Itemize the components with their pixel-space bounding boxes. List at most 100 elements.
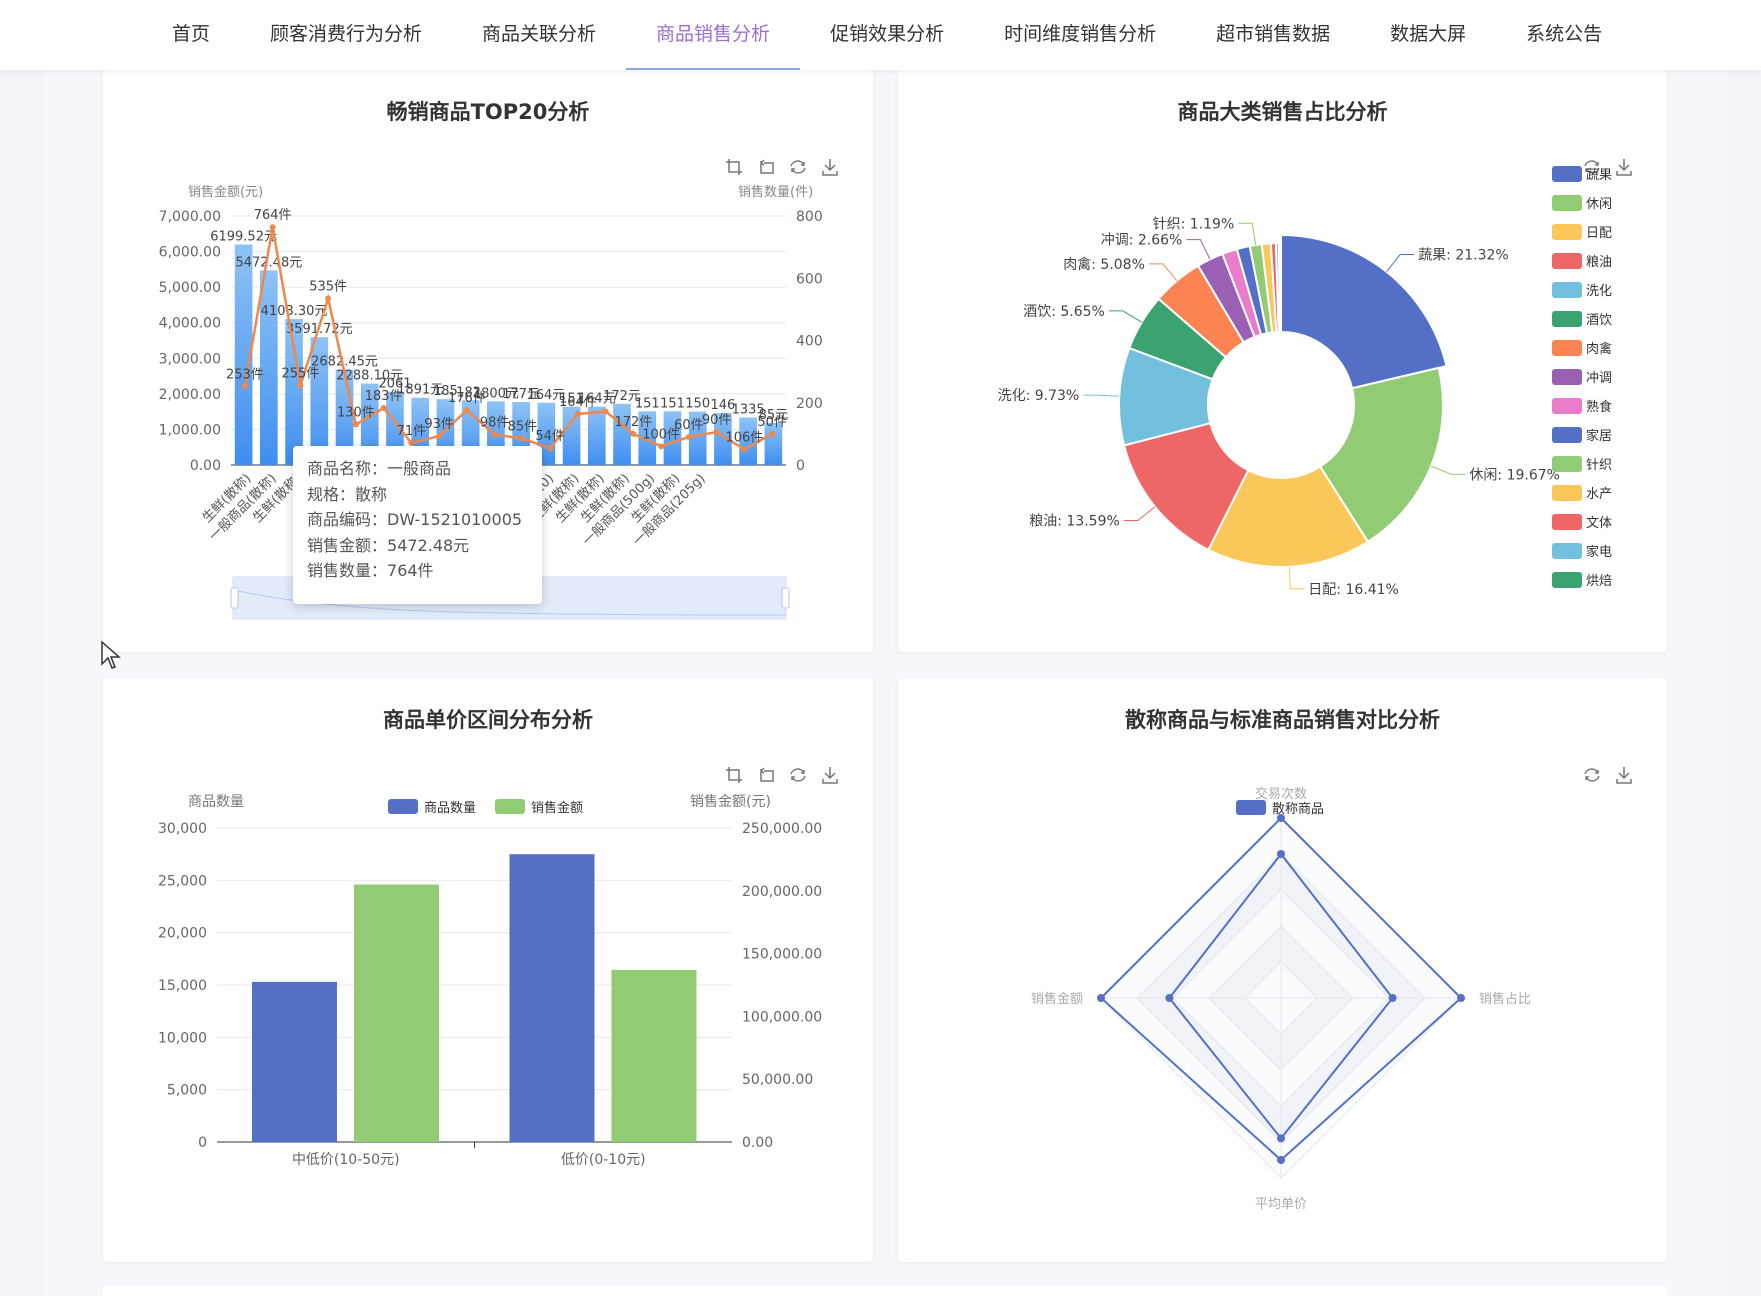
- qty-point[interactable]: [574, 410, 581, 417]
- radar-point[interactable]: [1277, 1156, 1285, 1164]
- y-right-tick: 400: [796, 334, 823, 350]
- qty-point[interactable]: [602, 408, 609, 415]
- radar-point[interactable]: [1165, 994, 1174, 1002]
- bar-count[interactable]: [252, 981, 337, 1142]
- qty-point[interactable]: [269, 224, 276, 231]
- bar-amount[interactable]: [611, 969, 697, 1142]
- restore-icon[interactable]: [787, 156, 809, 178]
- bar[interactable]: [714, 413, 732, 465]
- restore-icon[interactable]: [787, 764, 809, 786]
- nav-item-time-dimension[interactable]: 时间维度销售分析: [1004, 23, 1157, 45]
- bar[interactable]: [310, 337, 329, 465]
- bar[interactable]: [234, 244, 253, 465]
- nav-item-home[interactable]: 首页: [172, 23, 211, 45]
- nav-item-promotion[interactable]: 促销效果分析: [830, 23, 945, 45]
- download-icon[interactable]: [819, 764, 841, 786]
- qty-point[interactable]: [741, 446, 748, 453]
- bar-amount[interactable]: [354, 884, 439, 1142]
- bar[interactable]: [663, 411, 682, 465]
- qty-point[interactable]: [491, 431, 498, 438]
- y-right-tick: 600: [796, 271, 823, 287]
- qty-point[interactable]: [769, 430, 776, 437]
- radar-point[interactable]: [1277, 814, 1285, 822]
- legend-swatch[interactable]: [1552, 485, 1582, 501]
- bar[interactable]: [739, 417, 757, 465]
- legend-swatch[interactable]: [1552, 543, 1582, 559]
- download-icon[interactable]: [1613, 156, 1635, 178]
- nav-item-product-sales[interactable]: 商品销售分析: [626, 0, 801, 70]
- nav-item-announcement[interactable]: 系统公告: [1526, 23, 1603, 45]
- bar[interactable]: [285, 319, 303, 465]
- bar[interactable]: [562, 406, 581, 465]
- bar[interactable]: [613, 403, 631, 465]
- qty-point[interactable]: [630, 430, 637, 437]
- legend-swatch[interactable]: [1552, 369, 1582, 385]
- radar-point[interactable]: [1457, 994, 1465, 1002]
- qty-point[interactable]: [713, 429, 720, 436]
- restore-icon[interactable]: [1581, 764, 1603, 786]
- pie-slice[interactable]: [1122, 421, 1250, 552]
- pie-slice[interactable]: [1277, 241, 1282, 334]
- legend-swatch[interactable]: [1552, 224, 1582, 240]
- legend-swatch[interactable]: [1552, 340, 1582, 356]
- qty-point[interactable]: [436, 433, 443, 440]
- bar[interactable]: [260, 270, 278, 465]
- qty-point[interactable]: [408, 439, 415, 446]
- legend-swatch-count[interactable]: [388, 799, 418, 814]
- bar[interactable]: [688, 411, 707, 465]
- radar-point[interactable]: [1277, 1134, 1285, 1143]
- qty-point[interactable]: [658, 443, 665, 450]
- legend-swatch-bulk[interactable]: [1236, 800, 1266, 815]
- legend-swatch[interactable]: [1552, 427, 1582, 443]
- zoom-select-icon[interactable]: [723, 156, 745, 178]
- datazoom-right-handle[interactable]: [781, 587, 790, 609]
- bar[interactable]: [360, 383, 379, 465]
- qty-point[interactable]: [685, 433, 692, 440]
- nav-item-customer-behavior[interactable]: 顾客消费行为分析: [270, 23, 423, 45]
- legend-swatch[interactable]: [1552, 572, 1582, 588]
- pie-slice[interactable]: [1318, 366, 1444, 544]
- legend-swatch[interactable]: [1552, 195, 1582, 211]
- legend-swatch-amount[interactable]: [495, 799, 525, 814]
- bar[interactable]: [587, 406, 606, 465]
- legend-swatch[interactable]: [1552, 456, 1582, 472]
- nav-item-data-screen[interactable]: 数据大屏: [1390, 23, 1467, 45]
- legend-label: 洗化: [1586, 284, 1612, 299]
- radar-point[interactable]: [1388, 994, 1397, 1002]
- qty-point[interactable]: [463, 407, 470, 414]
- bar-count[interactable]: [509, 854, 595, 1142]
- legend-swatch[interactable]: [1552, 253, 1582, 269]
- bar[interactable]: [638, 411, 657, 465]
- qty-point[interactable]: [325, 295, 332, 302]
- bar-value-label: 6199.52元: [210, 229, 277, 244]
- radar-point[interactable]: [1097, 994, 1105, 1002]
- legend-swatch[interactable]: [1552, 398, 1582, 414]
- top20-chart-card: 畅销商品TOP20分析 销售金额(元) 销售数量(件) 7,000.00 6,00…: [103, 70, 873, 652]
- qty-value-label: 130件: [337, 406, 375, 421]
- bar[interactable]: [764, 422, 783, 465]
- legend-swatch[interactable]: [1552, 166, 1582, 182]
- download-icon[interactable]: [819, 156, 841, 178]
- zoom-reset-icon[interactable]: [755, 156, 777, 178]
- datazoom-left-handle[interactable]: [230, 587, 239, 609]
- qty-point[interactable]: [297, 382, 304, 389]
- legend-swatch[interactable]: [1552, 282, 1582, 298]
- pie-slice[interactable]: [1207, 465, 1370, 568]
- zoom-reset-icon[interactable]: [755, 764, 777, 786]
- qty-point[interactable]: [380, 405, 387, 412]
- qty-point[interactable]: [519, 435, 526, 442]
- bar-value-label: 172元: [603, 389, 641, 404]
- qty-point[interactable]: [352, 421, 359, 428]
- legend-swatch[interactable]: [1552, 514, 1582, 530]
- qty-point[interactable]: [241, 383, 248, 390]
- radar-point[interactable]: [1277, 850, 1285, 858]
- nav-item-sales-data[interactable]: 超市销售数据: [1216, 23, 1331, 45]
- restore-icon[interactable]: [1581, 156, 1603, 178]
- nav-item-product-association[interactable]: 商品关联分析: [482, 23, 597, 45]
- zoom-select-icon[interactable]: [723, 764, 745, 786]
- qty-point[interactable]: [547, 445, 554, 452]
- pie-label-line: [1148, 263, 1178, 282]
- legend-swatch[interactable]: [1552, 311, 1582, 327]
- download-icon[interactable]: [1613, 764, 1635, 786]
- pie-slice[interactable]: [1280, 233, 1448, 390]
